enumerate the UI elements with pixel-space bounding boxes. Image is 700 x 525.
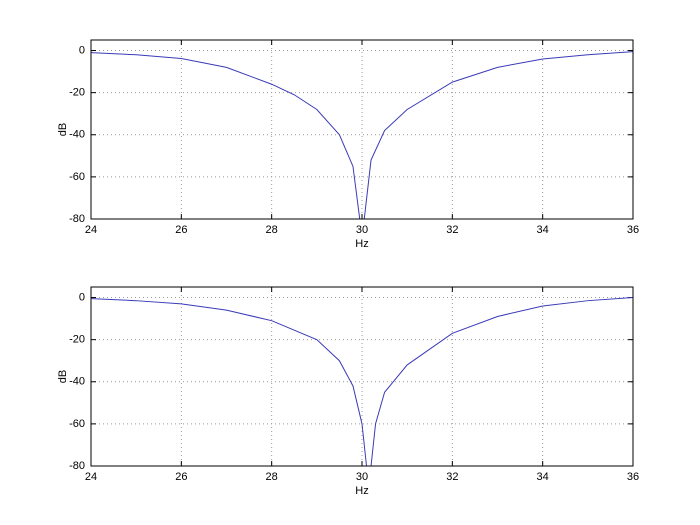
x-tick-label: 26: [175, 471, 187, 483]
x-tick-label: 36: [627, 471, 639, 483]
x-tick-label: 36: [627, 224, 639, 236]
x-tick-label: 28: [266, 471, 278, 483]
y-tick-label: -20: [69, 334, 85, 346]
x-axis-label: Hz: [355, 485, 368, 497]
x-tick-label: 26: [175, 224, 187, 236]
y-tick-label: -60: [69, 171, 85, 183]
x-tick-label: 34: [537, 224, 549, 236]
x-tick-label: 24: [85, 224, 97, 236]
y-tick-label: -60: [69, 418, 85, 430]
y-tick-label: -40: [69, 376, 85, 388]
y-axis-label: dB: [57, 123, 69, 136]
y-tick-label: 0: [79, 44, 85, 56]
x-axis-label: Hz: [355, 238, 368, 250]
axes-box: [90, 286, 634, 467]
x-tick-label: 28: [266, 224, 278, 236]
x-tick-label: 34: [537, 471, 549, 483]
y-tick-label: -80: [69, 213, 85, 225]
plot-area: [91, 287, 633, 466]
x-tick-label: 30: [356, 471, 368, 483]
y-tick-label: -80: [69, 460, 85, 472]
x-tick-label: 30: [356, 224, 368, 236]
x-tick-label: 24: [85, 471, 97, 483]
plot-area: [91, 40, 633, 219]
axes-box: [90, 39, 634, 220]
x-tick-label: 32: [446, 471, 458, 483]
x-tick-label: 32: [446, 224, 458, 236]
y-tick-label: -20: [69, 87, 85, 99]
y-tick-label: -40: [69, 129, 85, 141]
y-axis-label: dB: [57, 370, 69, 383]
y-tick-label: 0: [79, 291, 85, 303]
